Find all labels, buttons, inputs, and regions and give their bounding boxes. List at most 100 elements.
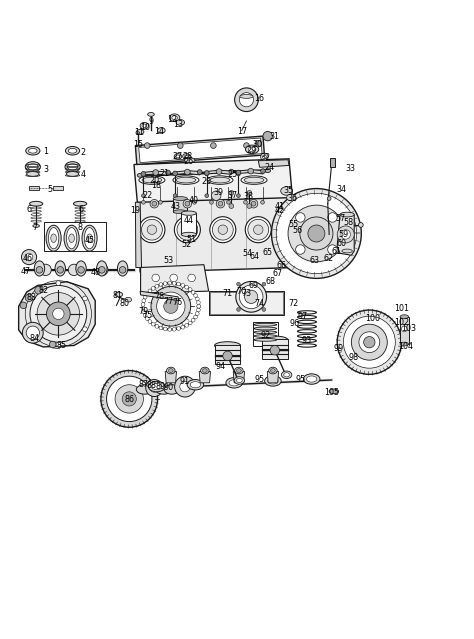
Ellipse shape [173,210,187,213]
Text: 34: 34 [336,185,346,194]
Ellipse shape [169,114,180,121]
Circle shape [205,172,209,176]
Circle shape [288,205,345,262]
Text: 70: 70 [237,287,247,296]
Text: 101: 101 [394,304,409,312]
Ellipse shape [142,177,162,183]
Ellipse shape [226,378,242,388]
Circle shape [164,327,167,331]
Polygon shape [143,171,169,175]
Bar [29,186,39,190]
Ellipse shape [150,384,158,392]
Circle shape [153,170,158,175]
Ellipse shape [264,376,281,386]
Circle shape [197,304,201,308]
Ellipse shape [254,335,277,337]
Circle shape [181,284,185,288]
Circle shape [173,172,177,176]
Text: 19: 19 [130,206,140,215]
Circle shape [296,213,305,222]
Ellipse shape [182,153,190,159]
Ellipse shape [180,381,190,392]
Ellipse shape [254,323,277,326]
Bar [253,322,278,346]
Text: 51: 51 [187,235,197,243]
Ellipse shape [254,339,277,341]
Ellipse shape [173,197,187,201]
Ellipse shape [218,225,228,235]
Circle shape [40,264,51,275]
Circle shape [210,201,213,204]
Circle shape [30,286,87,343]
Text: 98: 98 [348,353,358,362]
Circle shape [155,325,159,328]
Ellipse shape [174,217,201,243]
Ellipse shape [157,128,165,134]
Text: 16: 16 [254,94,264,103]
Text: 53: 53 [164,256,173,265]
Text: 84: 84 [30,334,40,343]
Ellipse shape [287,194,296,201]
Text: 35: 35 [283,186,293,195]
Circle shape [262,282,266,286]
Ellipse shape [147,225,156,235]
Circle shape [244,201,247,204]
Circle shape [173,281,176,285]
Text: 86: 86 [124,396,134,404]
Ellipse shape [36,266,43,273]
Circle shape [177,142,183,148]
Ellipse shape [245,290,258,304]
Circle shape [146,292,149,296]
Text: 105: 105 [324,388,339,397]
Ellipse shape [51,234,56,242]
Ellipse shape [174,376,195,397]
Circle shape [21,250,36,265]
Text: 99: 99 [334,344,344,353]
Circle shape [143,314,147,317]
Circle shape [196,308,200,312]
Circle shape [236,170,241,175]
Circle shape [53,308,64,320]
Circle shape [68,264,80,275]
Ellipse shape [181,211,196,215]
Ellipse shape [166,367,175,374]
Circle shape [156,292,185,320]
Text: 66: 66 [276,261,286,270]
Text: 63: 63 [310,256,320,265]
Ellipse shape [254,225,263,235]
Text: 46: 46 [23,254,33,263]
Ellipse shape [176,155,180,158]
Circle shape [152,201,156,206]
Text: 45: 45 [84,236,95,245]
Polygon shape [138,197,296,272]
Polygon shape [140,291,179,300]
Circle shape [197,304,201,308]
Ellipse shape [327,197,331,201]
Text: 6: 6 [79,205,83,214]
Text: 43: 43 [171,201,181,211]
Polygon shape [237,170,264,174]
Circle shape [195,312,199,316]
Circle shape [177,327,181,330]
Ellipse shape [48,227,59,249]
Ellipse shape [236,281,266,312]
Text: 22: 22 [142,191,152,200]
Ellipse shape [140,123,149,129]
Ellipse shape [182,225,192,235]
Text: 11: 11 [135,128,145,137]
Text: 74: 74 [255,299,265,308]
Ellipse shape [77,224,83,227]
Circle shape [227,201,230,204]
Ellipse shape [246,145,259,153]
Bar [400,317,409,344]
Ellipse shape [55,261,65,276]
Text: 15: 15 [133,140,143,149]
Circle shape [195,297,199,301]
Circle shape [223,351,232,360]
Circle shape [197,170,202,174]
Ellipse shape [146,380,163,397]
Ellipse shape [136,132,140,134]
Text: 29: 29 [246,146,256,155]
Ellipse shape [215,342,240,350]
Circle shape [261,169,265,173]
